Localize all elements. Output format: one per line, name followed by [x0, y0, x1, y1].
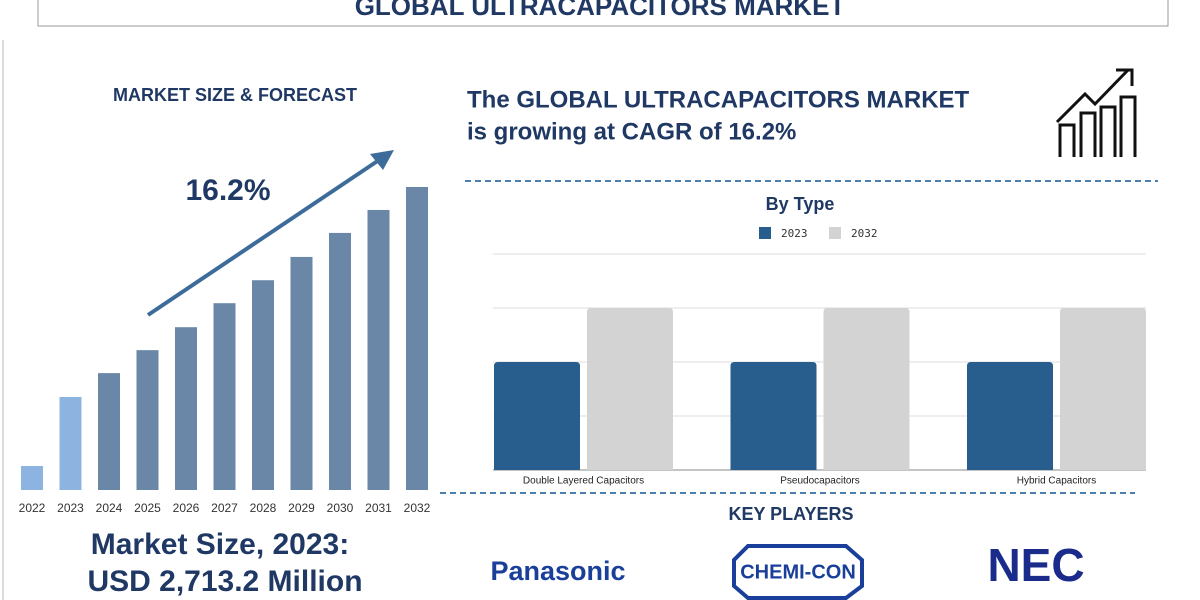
x-tick-label: 2022: [19, 501, 46, 515]
bar: [175, 327, 197, 490]
legend-label: 2032: [851, 227, 878, 240]
x-tick-label: Double Layered Capacitors: [523, 476, 644, 487]
headline: is growing at CAGR of 16.2%: [467, 118, 796, 145]
growth-icon: [1055, 68, 1137, 157]
bar: [98, 373, 120, 490]
x-tick-label: 2028: [250, 501, 277, 515]
logo-badge: [732, 544, 864, 600]
x-tick-label: 2024: [96, 501, 123, 515]
market-size: Market Size, 2023:: [91, 528, 349, 561]
x-tick-label: Pseudocapacitors: [780, 476, 860, 487]
player-logo: CHEMI-CON: [740, 561, 856, 583]
bar: [290, 256, 313, 490]
bar: [252, 280, 274, 490]
left-chart-title: MARKET SIZE & FORECAST: [113, 85, 357, 105]
x-tick-label: 2032: [404, 501, 431, 515]
cagr-annotation: 16.2%: [185, 174, 270, 207]
x-tick-label: 2025: [134, 501, 161, 515]
market-size: USD 2,713.2 Million: [87, 565, 362, 598]
bar: [329, 232, 351, 490]
bar: [59, 397, 82, 490]
banner-box: [37, 0, 1169, 27]
x-tick-label: 2031: [365, 501, 392, 515]
legend-swatch: [759, 227, 771, 239]
x-tick-label: Hybrid Capacitors: [1017, 476, 1096, 487]
x-tick-label: 2023: [57, 501, 84, 515]
bar: [730, 362, 817, 470]
headline: The GLOBAL ULTRACAPACITORS MARKET: [467, 86, 970, 113]
bar: [823, 308, 910, 470]
bar: [21, 466, 43, 490]
x-tick-label: 2027: [211, 501, 238, 515]
bar: [213, 303, 236, 490]
x-tick-label: 2026: [173, 501, 200, 515]
bar: [967, 362, 1053, 470]
right-chart-title: By Type: [766, 194, 835, 214]
arrow-head: [370, 150, 394, 170]
bar: [136, 350, 159, 490]
legend-swatch: [829, 227, 841, 239]
bar: [587, 308, 673, 470]
key-players-title: KEY PLAYERS: [728, 504, 853, 524]
bar: [494, 362, 580, 470]
banner-title: GLOBAL ULTRACAPACITORS MARKET: [355, 0, 846, 21]
bar: [367, 209, 390, 490]
player-logo: NEC: [987, 539, 1084, 591]
growth-arrow: [146, 156, 384, 317]
legend-label: 2023: [781, 227, 808, 240]
x-tick-label: 2029: [288, 501, 315, 515]
bar: [406, 187, 428, 490]
x-tick-label: 2030: [327, 501, 354, 515]
bar: [1060, 308, 1146, 470]
player-logo: Panasonic: [490, 556, 625, 586]
